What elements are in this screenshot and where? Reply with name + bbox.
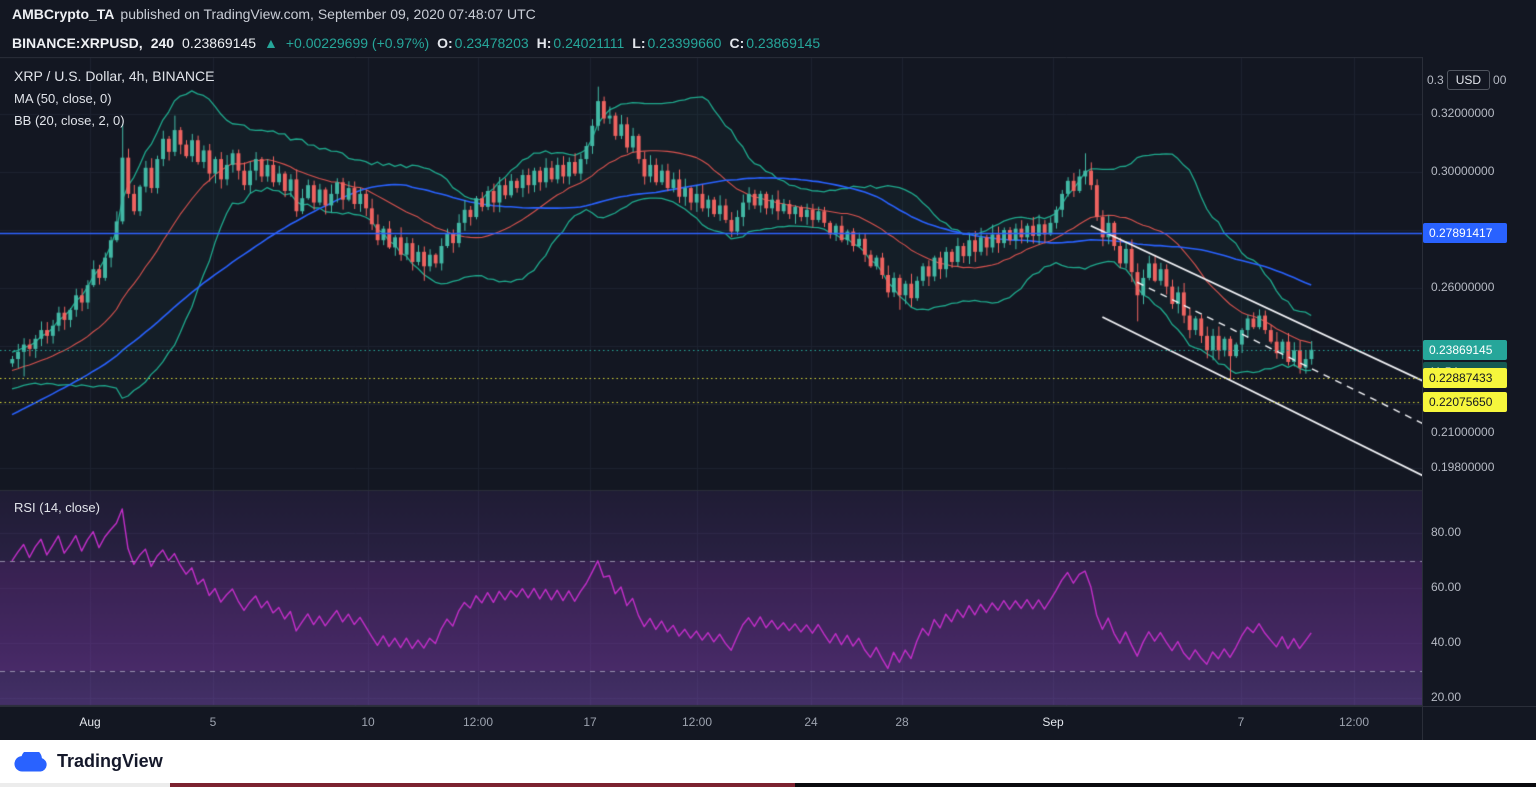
ohlc-field-label: L: — [632, 34, 646, 51]
tradingview-logo-icon[interactable] — [14, 751, 48, 772]
ohlc-values: O: 0.23478203 H: 0.24021111 L: 0.23399660 C: 0.… — [437, 35, 820, 51]
time-axis-label: Aug — [79, 715, 101, 729]
time-axis-label: Sep — [1042, 715, 1064, 729]
ohlc-field-label: O: — [437, 34, 453, 51]
publication-info: published on TradingView.com, September … — [120, 6, 536, 22]
price-axis-label: 0.30000000 — [1431, 164, 1495, 179]
last-price: 0.23869145 — [182, 34, 257, 51]
publication-header: AMBCrypto_TA published on TradingView.co… — [0, 0, 1536, 28]
time-axis-label: 28 — [895, 715, 909, 729]
ohlc-field-value: 0.24021111 — [553, 34, 625, 51]
chart-legend-ma[interactable]: MA (50, close, 0) — [14, 91, 112, 106]
price-axis-label: 0.21000000 — [1431, 424, 1495, 439]
price-change: +0.00229699 (+0.97%) — [285, 34, 430, 51]
tradingview-wordmark[interactable]: TradingView — [57, 751, 163, 771]
rsi-axis-label: 20.00 — [1431, 690, 1462, 705]
change-arrow-icon: ▲ — [264, 34, 278, 51]
rsi-legend[interactable]: RSI (14, close) — [14, 500, 100, 515]
price-scale[interactable]: 0.3 USD 00 0.32000000 0.30000000 0.2600000… — [1422, 57, 1536, 740]
ohlc-field: O: 0.23478203 — [437, 35, 529, 51]
axis-partial-label-right: 00 — [1493, 73, 1507, 87]
time-axis-label: 12:00 — [681, 715, 713, 729]
support-level-1-label: 0.22887433 — [1423, 368, 1507, 389]
time-axis-label: 10 — [361, 715, 375, 729]
symbol-name: BINANCE:XRPUSD, — [12, 34, 143, 51]
ohlc-field-value: 0.23478203 — [454, 34, 529, 51]
currency-axis-row: 0.3 USD 00 — [1427, 70, 1506, 90]
ohlc-field: H: 0.24021111 — [537, 35, 625, 51]
chart-legend-title[interactable]: XRP / U.S. Dollar, 4h, BINANCE — [14, 68, 215, 84]
chart-legend-bb[interactable]: BB (20, close, 2, 0) — [14, 113, 125, 128]
time-axis-label: 12:00 — [462, 715, 494, 729]
chart-area: XRP / U.S. Dollar, 4h, BINANCE MA (50, c… — [0, 57, 1536, 740]
time-axis-label: 12:00 — [1338, 715, 1370, 729]
ohlc-field-label: C: — [729, 34, 745, 51]
footer: TradingView — [0, 740, 1536, 783]
bottom-strip-segment — [170, 783, 795, 787]
interval-value: 240 — [150, 34, 175, 51]
ohlc-field-label: H: — [536, 34, 552, 51]
symbol-quote-bar: BINANCE:XRPUSD, 240 0.23869145 ▲ +0.0022… — [0, 28, 1536, 57]
bottom-strip-segment — [795, 783, 1536, 787]
last-price-label: 0.23869145 — [1423, 339, 1507, 360]
price-axis-label: 0.19800000 — [1431, 459, 1495, 474]
usd-currency-toggle[interactable]: USD — [1446, 70, 1491, 90]
time-axis-label: 17 — [583, 715, 597, 729]
bottom-strip — [0, 783, 1536, 787]
time-axis-label: 24 — [804, 715, 818, 729]
time-scale[interactable]: Aug 5 10 12:00 17 12:00 24 28 Sep 7 12:00 — [0, 706, 1536, 740]
ohlc-field: L: 0.23399660 — [632, 35, 721, 51]
support-level-2-label: 0.22075650 — [1423, 391, 1507, 412]
rsi-axis-label: 60.00 — [1431, 580, 1462, 595]
blue-level-price-label: 0.27891417 — [1423, 223, 1507, 244]
time-axis-label: 7 — [1237, 715, 1245, 729]
time-axis-label: 5 — [209, 715, 217, 729]
ohlc-field-value: 0.23869145 — [746, 34, 821, 51]
price-axis-label: 0.32000000 — [1431, 106, 1495, 121]
rsi-axis-label: 80.00 — [1431, 525, 1462, 540]
axis-partial-label-left: 0.3 — [1427, 73, 1444, 87]
ohlc-field: C: 0.23869145 — [729, 35, 820, 51]
price-axis-label: 0.26000000 — [1431, 280, 1495, 295]
rsi-axis-label: 40.00 — [1431, 635, 1462, 650]
price-chart-canvas[interactable] — [0, 57, 1422, 706]
ohlc-field-value: 0.23399660 — [647, 34, 722, 51]
author-name[interactable]: AMBCrypto_TA — [12, 6, 115, 22]
bottom-strip-segment — [0, 783, 170, 787]
